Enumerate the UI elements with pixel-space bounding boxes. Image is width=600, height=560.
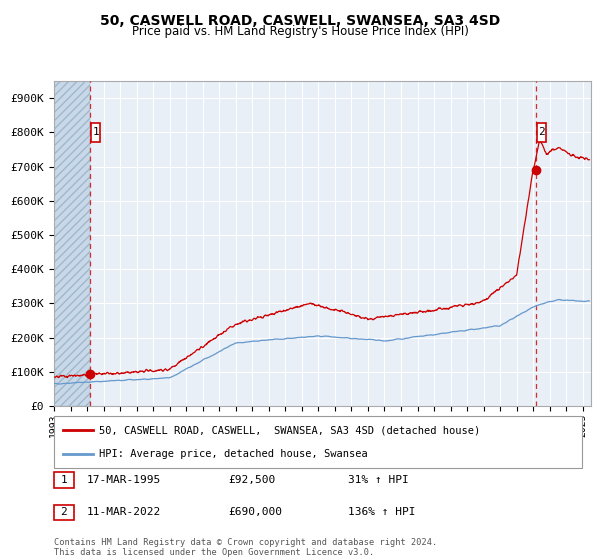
Text: £690,000: £690,000 xyxy=(228,507,282,517)
Text: Price paid vs. HM Land Registry's House Price Index (HPI): Price paid vs. HM Land Registry's House … xyxy=(131,25,469,38)
Text: HPI: Average price, detached house, Swansea: HPI: Average price, detached house, Swan… xyxy=(99,449,368,459)
Text: 50, CASWELL ROAD, CASWELL, SWANSEA, SA3 4SD: 50, CASWELL ROAD, CASWELL, SWANSEA, SA3 … xyxy=(100,14,500,28)
Text: Contains HM Land Registry data © Crown copyright and database right 2024.
This d: Contains HM Land Registry data © Crown c… xyxy=(54,538,437,557)
Text: 2: 2 xyxy=(538,128,545,138)
Text: £92,500: £92,500 xyxy=(228,475,275,485)
Text: 50, CASWELL ROAD, CASWELL,  SWANSEA, SA3 4SD (detached house): 50, CASWELL ROAD, CASWELL, SWANSEA, SA3 … xyxy=(99,425,480,435)
Text: 31% ↑ HPI: 31% ↑ HPI xyxy=(348,475,409,485)
Text: 1: 1 xyxy=(61,475,67,485)
Text: 17-MAR-1995: 17-MAR-1995 xyxy=(87,475,161,485)
Text: 11-MAR-2022: 11-MAR-2022 xyxy=(87,507,161,517)
Bar xyxy=(54,81,91,406)
Bar xyxy=(54,81,91,406)
FancyBboxPatch shape xyxy=(537,123,546,142)
FancyBboxPatch shape xyxy=(91,123,100,142)
Text: 1: 1 xyxy=(92,128,99,138)
Text: 2: 2 xyxy=(61,507,67,517)
Text: 136% ↑ HPI: 136% ↑ HPI xyxy=(348,507,415,517)
